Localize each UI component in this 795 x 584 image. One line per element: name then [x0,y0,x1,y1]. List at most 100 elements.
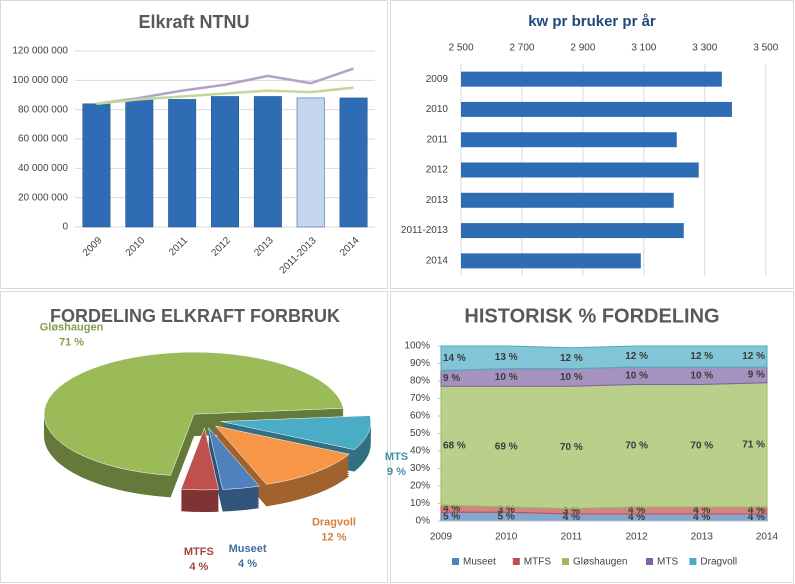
data-label: 13 % [495,352,518,363]
legend-label: Museet [463,557,496,568]
y-tick-label: 60 000 000 [18,134,68,145]
data-label: 5 % [498,511,515,522]
legend-swatch [452,558,459,565]
data-label: 4 % [563,512,580,523]
x-tick-label: 3 500 [753,43,778,54]
x-tick-label: 2012 [625,532,648,543]
y-tick-label: 0 [62,222,68,233]
area [440,366,768,387]
bar [461,71,722,87]
data-label: 10 % [690,370,713,381]
x-tick-label: 2009 [430,532,453,543]
y-tick-label: 2011 [426,134,448,145]
bar [253,96,282,228]
y-tick-label: 2014 [426,255,449,266]
y-tick-label: 50% [410,428,430,439]
x-tick-label: 2014 [756,532,779,543]
pie-value-label: 9 % [387,466,406,478]
pie-label: Dragvoll [312,517,356,529]
pie-slice [208,427,260,490]
bar [461,132,677,148]
bar [461,223,684,239]
y-tick-label: 90% [410,358,430,369]
chart-title: Elkraft NTNU [138,12,249,32]
data-label: 68 % [443,440,466,451]
data-label: 12 % [742,351,765,362]
data-label: 4 % [693,505,710,516]
chart-title: HISTORISK % FORDELING [464,305,719,327]
y-tick-label: 2012 [426,165,449,176]
y-tick-label: 0% [416,516,431,527]
pie-label: MTFS [184,546,214,558]
data-label: 4 % [748,512,765,523]
data-label: 12 % [560,353,583,364]
data-label: 3 % [498,504,515,515]
bar [461,253,641,269]
y-tick-label: 30% [410,463,430,474]
legend-label: Dragvoll [700,557,737,568]
y-tick-label: 80 000 000 [18,104,68,115]
pie-label: Gløshaugen [40,322,104,334]
pie-value-label: 4 % [238,558,257,570]
pie-slice [214,425,350,485]
x-tick-label: 2011 [561,532,583,543]
data-label: 12 % [625,351,648,362]
legend-swatch [562,558,569,565]
bar [461,101,732,117]
x-tick-label: 3 100 [631,43,656,54]
data-label: 10 % [495,372,518,383]
legend-label: Gløshaugen [573,557,627,568]
x-tick-label: 3 300 [692,43,717,54]
y-tick-label: 80% [410,376,430,387]
x-tick-label: 2010 [495,532,518,543]
x-tick-label: 2013 [691,532,714,543]
data-label: 4 % [628,505,645,516]
pie-value-label: 12 % [321,532,346,544]
pie-label: MTS [385,451,408,463]
data-label: 12 % [690,351,713,362]
y-tick-label: 20 000 000 [18,192,68,203]
data-label: 70 % [560,442,583,453]
line [96,86,354,106]
bar [296,97,325,228]
area [440,382,768,510]
y-tick-label: 10% [410,498,430,509]
area [440,345,768,372]
bar [211,96,239,228]
chart-title: kw pr bruker pr år [528,13,656,30]
data-label: 70 % [690,440,713,451]
data-label: 69 % [495,441,518,452]
data-label: 71 % [742,440,765,451]
pie-slice [180,427,219,491]
data-label: 9 % [443,373,460,384]
bar [461,192,674,208]
chart-title: FORDELING ELKRAFT FORBRUK [50,306,340,326]
y-tick-label: 100 000 000 [12,75,68,86]
data-label: 70 % [625,440,648,451]
y-tick-label: 2010 [426,104,449,115]
pie-slice [43,351,344,476]
x-tick-label: 2 500 [448,43,473,54]
data-label: 4 % [628,512,645,523]
data-label: 9 % [748,370,765,381]
bar [168,99,197,228]
legend-swatch [512,558,520,565]
y-tick-label: 40% [410,446,430,457]
legend-label: MTS [657,557,678,568]
data-label: 4 % [748,505,765,516]
pie-value-label: 4 % [189,561,208,573]
x-tick-label: 2 900 [570,43,595,54]
y-tick-label: 2011-2013 [401,225,449,236]
data-label: 4 % [443,503,460,514]
y-tick-label: 20% [410,481,430,492]
line [96,67,354,106]
y-tick-label: 120 000 000 [12,46,68,57]
pie-label: Museet [229,543,267,555]
legend-label: MTFS [524,557,552,568]
bar [461,162,699,178]
bar [339,97,368,228]
pie-slice [220,415,371,450]
data-label: 10 % [560,372,583,383]
x-tick-label: 2 700 [509,43,534,54]
